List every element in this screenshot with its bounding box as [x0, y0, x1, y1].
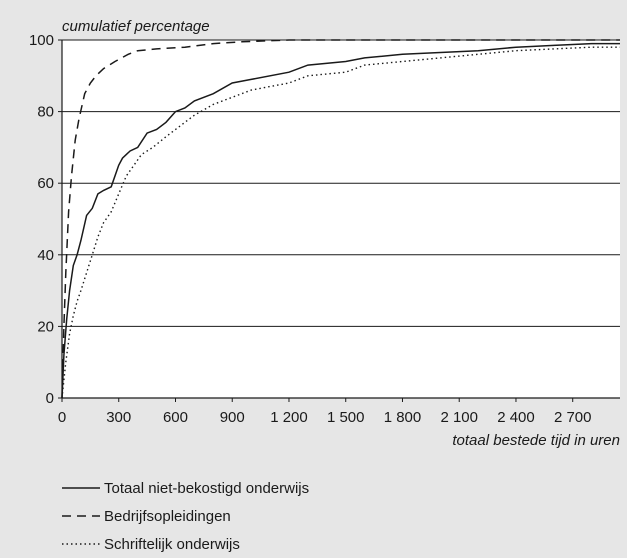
x-tick-label: 2 100 — [440, 409, 478, 426]
x-tick-label: 2 400 — [497, 409, 535, 426]
y-tick-label: 0 — [46, 390, 54, 407]
x-tick-label: 300 — [106, 409, 131, 426]
x-tick-label: 600 — [163, 409, 188, 426]
x-axis-title: totaal bestede tijd in uren — [452, 432, 620, 449]
series-line-3 — [61, 46, 620, 399]
series-lines — [61, 39, 620, 399]
y-tick-label: 40 — [37, 247, 54, 264]
legend-label-3: Schriftelijk onderwijs — [104, 536, 240, 553]
x-tick-label: 1 200 — [270, 409, 308, 426]
y-tick-label: 60 — [37, 175, 54, 192]
x-tick-label: 900 — [220, 409, 245, 426]
axes: 0 20 40 60 80 100 0 300 600 900 1 200 1 500 1 800 2 1… — [29, 32, 620, 426]
legend-label-2: Bedrijfsopleidingen — [104, 508, 231, 525]
y-tick-label: 100 — [29, 32, 54, 49]
series-line-1 — [61, 42, 620, 399]
x-tick-label: 0 — [58, 409, 66, 426]
x-tick-label: 2 700 — [554, 409, 592, 426]
y-tick-label: 80 — [37, 104, 54, 121]
x-tick-label: 1 800 — [384, 409, 422, 426]
legend-label-1: Totaal niet-bekostigd onderwijs — [104, 480, 309, 497]
plot-background — [62, 40, 620, 398]
y-axis-title: cumulatief percentage — [62, 18, 210, 35]
y-tick-label: 20 — [37, 318, 54, 335]
plot-area — [62, 40, 620, 398]
x-tick-label: 1 500 — [327, 409, 365, 426]
grid-lines — [62, 39, 620, 327]
legend: Totaal niet-bekostigd onderwijs Bedrijfso… — [62, 480, 309, 553]
